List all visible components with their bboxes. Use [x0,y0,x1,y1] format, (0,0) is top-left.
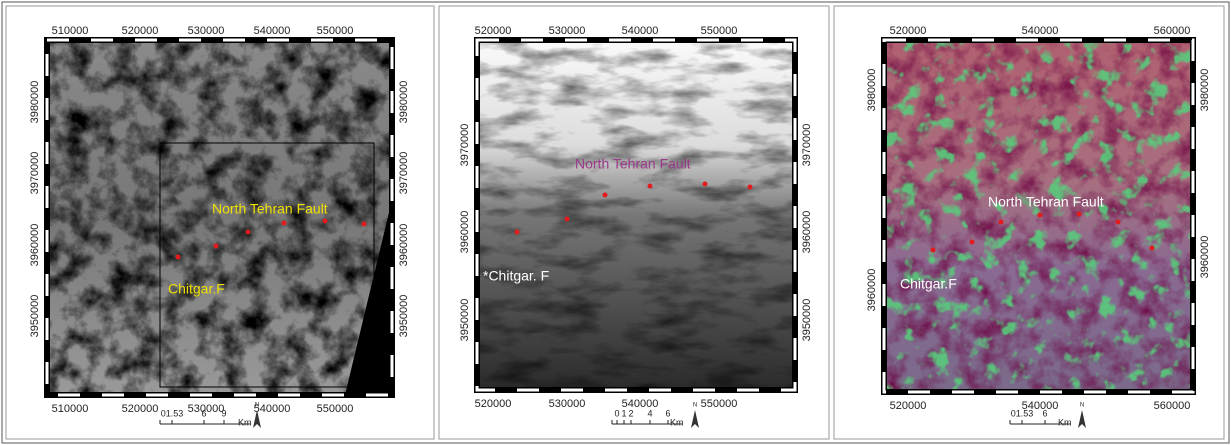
bottom-coordinate: 550000 [701,398,738,410]
map-label: Chitgar.F [168,281,225,297]
map-label: *Chitgar. F [483,268,549,284]
top-coordinate: 540000 [254,25,291,37]
fault-marker [1077,212,1082,217]
fault-marker [703,182,708,187]
left-coordinate: 3970000 [459,124,471,167]
scale-label: 2 [628,408,633,418]
right-coordinate: 3980000 [1199,69,1211,112]
fault-marker [1038,213,1043,218]
left-coordinate: 3970000 [29,152,41,195]
north-label: N [255,403,259,409]
fault-marker [362,222,367,227]
top-coordinate: 540000 [622,25,659,37]
scale-label: 4 [647,408,652,418]
right-coordinate: 3960000 [801,211,813,254]
fault-marker [748,185,753,190]
bottom-coordinate: 510000 [52,403,89,415]
right-coordinate: 3950000 [801,299,813,342]
scale-label: 6 [1042,408,1047,418]
left-coordinate: 3950000 [29,295,41,338]
scale-label: 0 [614,408,619,418]
scale-label: 01.53 [161,408,184,418]
right-coordinate: 3960000 [1199,236,1211,279]
north-arrow [691,410,699,428]
top-coordinate: 520000 [122,25,159,37]
top-coordinate: 550000 [701,25,738,37]
scale-unit: Km [238,417,252,427]
fault-marker [176,255,181,260]
fault-marker [999,220,1004,225]
fault-marker [648,184,653,189]
map-label: North Tehran Fault [988,194,1104,210]
scale-unit: Km [670,417,684,427]
bottom-coordinate: 520000 [122,403,159,415]
north-label: N [1080,403,1084,409]
north-label: N [693,403,697,409]
fault-marker [515,230,520,235]
fault-marker [1116,220,1121,225]
fault-marker [931,248,936,253]
top-coordinate: 520000 [890,25,927,37]
north-arrow [1078,410,1086,428]
scale-label: 6 [201,408,206,418]
left-coordinate: 3950000 [459,299,471,342]
bottom-coordinate: 540000 [622,398,659,410]
page: {"panels": [ {"top_labels": ["510000", "… [0,0,1231,445]
fault-marker [970,240,975,245]
top-coordinate: 530000 [188,25,225,37]
map-label: North Tehran Fault [212,201,328,217]
bottom-coordinate: 560000 [1154,400,1191,412]
left-coordinate: 3960000 [866,269,878,312]
fault-marker [565,217,570,222]
map-label: North Tehran Fault [575,156,691,172]
elevation-image [477,40,795,390]
satellite-image [47,40,392,395]
bottom-coordinate: 520000 [475,398,512,410]
fault-marker [246,230,251,235]
top-coordinate: 550000 [317,25,354,37]
fault-marker [282,221,287,226]
top-coordinate: 560000 [1154,25,1191,37]
bottom-coordinate: 530000 [549,398,586,410]
bottom-coordinate: 520000 [890,400,927,412]
left-coordinate: 3980000 [29,81,41,124]
right-coordinate: 3960000 [398,224,410,267]
fault-marker [214,244,219,249]
top-coordinate: 520000 [475,25,512,37]
top-coordinate: 540000 [1022,25,1059,37]
scale-label: 9 [221,408,226,418]
fault-marker [603,193,608,198]
left-coordinate: 3960000 [459,211,471,254]
right-coordinate: 3980000 [398,81,410,124]
top-coordinate: 530000 [549,25,586,37]
top-coordinate: 510000 [52,25,89,37]
scale-label: 1 [621,408,626,418]
right-coordinate: 3950000 [398,295,410,338]
bottom-coordinate: 550000 [317,403,354,415]
left-coordinate: 3980000 [866,69,878,112]
figure: 510000 520000 530000 540000 550000 510000 5200… [0,0,1231,445]
right-coordinate: 3970000 [398,152,410,195]
map-label: Chitgar.F [900,276,957,292]
left-coordinate: 3960000 [29,224,41,267]
right-coordinate: 3970000 [801,124,813,167]
fault-marker [323,219,328,224]
fault-marker [1150,246,1155,251]
scale-unit: Km [1058,417,1072,427]
scale-label: 01.53 [1011,408,1034,418]
